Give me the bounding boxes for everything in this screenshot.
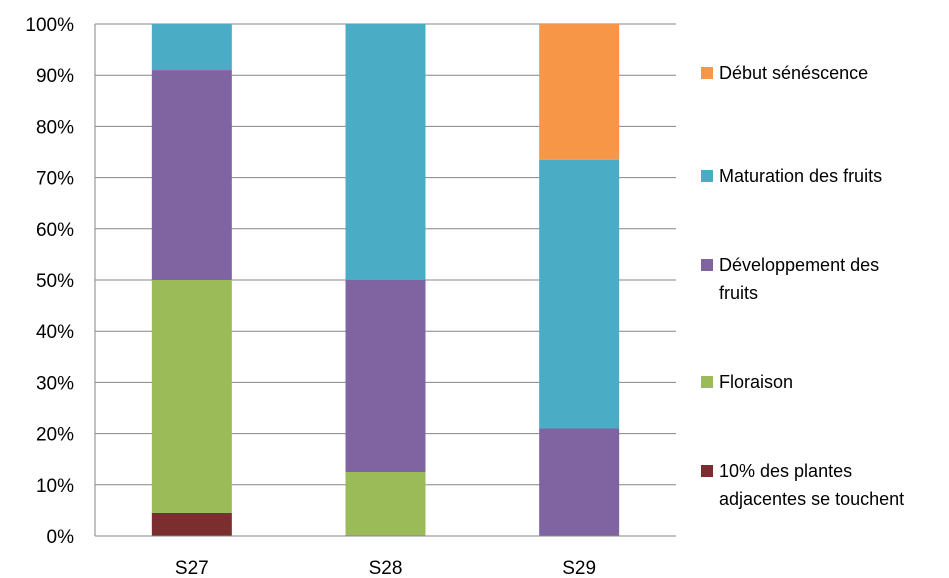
x-category-label: S27 bbox=[175, 558, 209, 578]
y-tick-label: 20% bbox=[36, 425, 74, 446]
bar-segment bbox=[539, 159, 620, 429]
bar-segment bbox=[345, 280, 426, 472]
bar-segment bbox=[151, 512, 232, 536]
bars bbox=[151, 24, 620, 536]
bar-segment bbox=[151, 280, 232, 513]
legend-swatch bbox=[701, 170, 713, 182]
y-tick-label: 50% bbox=[36, 271, 74, 292]
bar-segment bbox=[345, 472, 426, 536]
y-tick-label: 40% bbox=[36, 322, 74, 343]
legend-swatch bbox=[701, 67, 713, 79]
y-tick-label: 90% bbox=[36, 66, 74, 87]
bar-segment bbox=[539, 428, 620, 536]
legend: Début sénéscence Maturation des fruits Dév… bbox=[701, 63, 904, 509]
legend-swatch bbox=[701, 465, 713, 477]
legend-swatch bbox=[701, 376, 713, 388]
legend-label: Début sénéscence bbox=[719, 63, 868, 83]
bar-segment bbox=[345, 24, 426, 280]
legend-label: Développement des fruits bbox=[719, 255, 879, 303]
axes: 0% 10% 20% 30% 40% 50% 60% 70% 80% 90% 100% S27 S28 S… bbox=[25, 15, 676, 578]
y-tick-label: 30% bbox=[36, 373, 74, 394]
y-tick-label: 100% bbox=[25, 15, 74, 36]
bar-segment bbox=[151, 70, 232, 280]
bar-segment bbox=[151, 24, 232, 71]
y-tick-label: 80% bbox=[36, 117, 74, 138]
legend-label: Floraison bbox=[719, 372, 793, 392]
legend-swatch bbox=[701, 259, 713, 271]
bar-segment bbox=[539, 24, 620, 160]
x-category-label: S29 bbox=[562, 558, 596, 578]
legend-label: Maturation des fruits bbox=[719, 166, 882, 186]
y-tick-label: 70% bbox=[36, 169, 74, 190]
y-tick-label: 60% bbox=[36, 220, 74, 241]
y-tick-label: 10% bbox=[36, 476, 74, 497]
y-tick-label: 0% bbox=[47, 527, 75, 548]
legend-label: 10% des plantes adjacentes se touchent bbox=[719, 461, 904, 509]
x-category-label: S28 bbox=[369, 558, 403, 578]
